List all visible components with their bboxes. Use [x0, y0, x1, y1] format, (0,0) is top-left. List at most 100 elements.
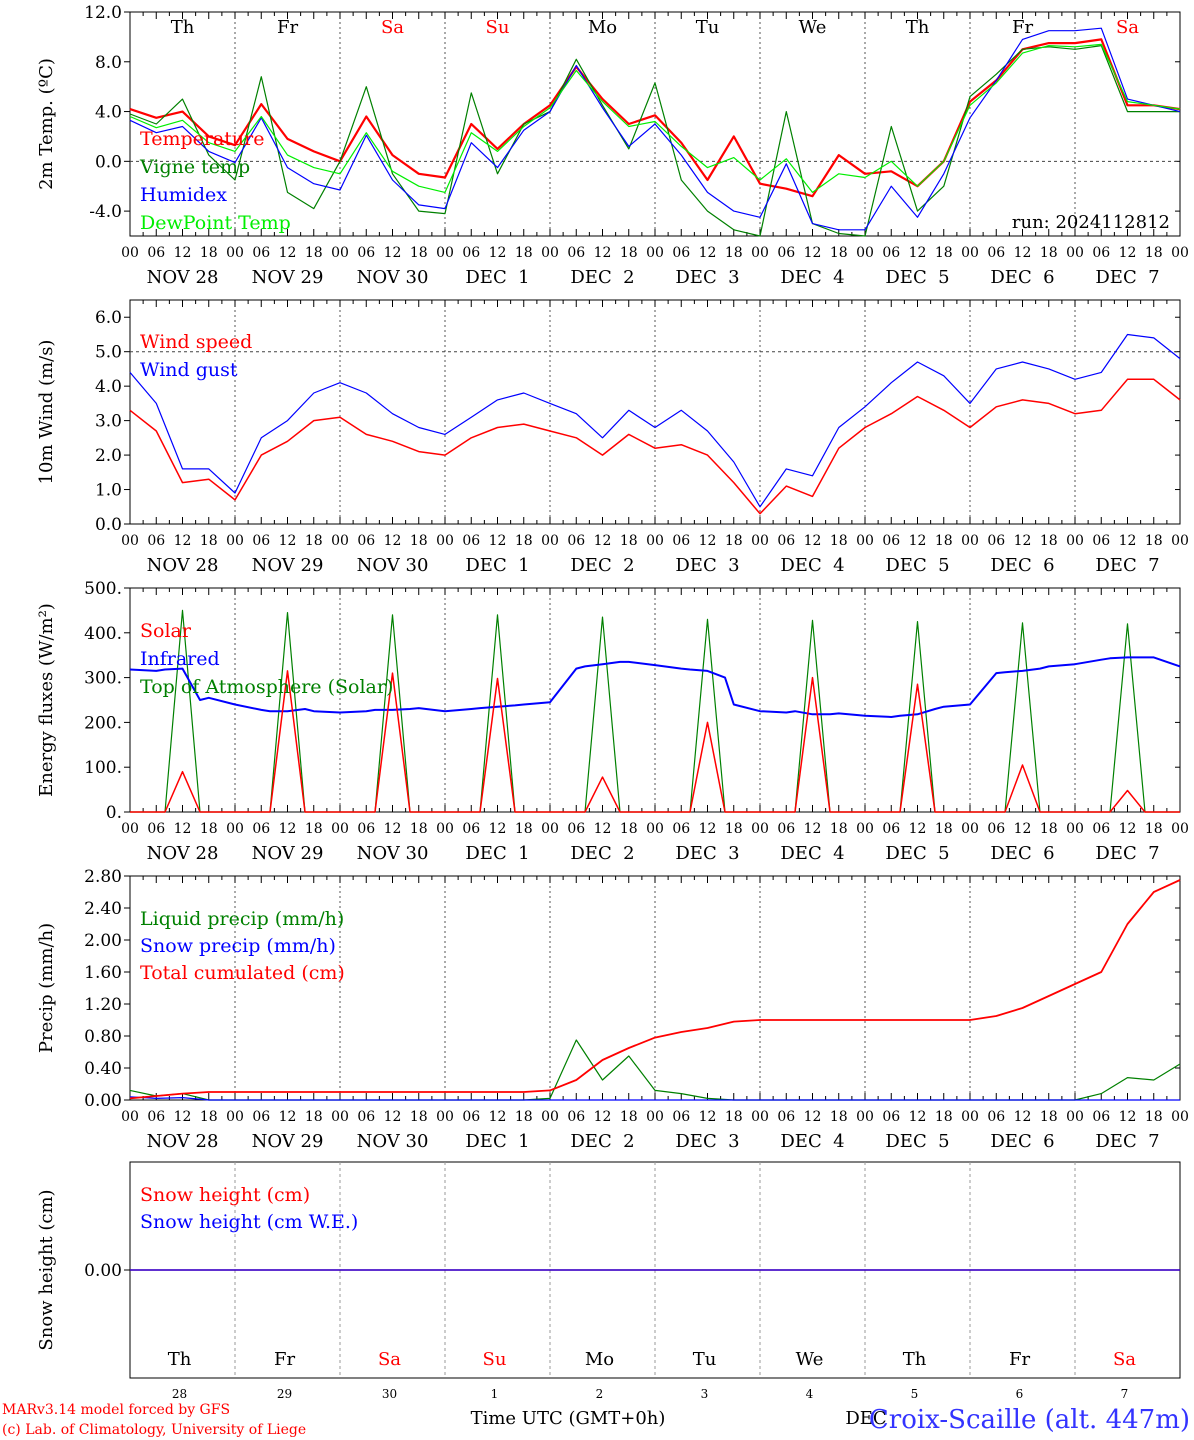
hour-tick-label: 00 — [436, 821, 454, 837]
hour-tick-label: 06 — [567, 533, 585, 549]
hour-tick-label: 06 — [1092, 245, 1110, 261]
hour-tick-label: 18 — [1145, 533, 1163, 549]
hour-tick-label: 12 — [384, 245, 402, 261]
y-tick-label: 4.0 — [95, 103, 122, 123]
y-tick-label: 2.0 — [95, 446, 122, 466]
hour-tick-label: 00 — [751, 1109, 769, 1125]
hour-tick-label: 12 — [1014, 533, 1032, 549]
legend-entry: Snow height (cm) — [140, 1184, 310, 1206]
date-label: DEC 7 — [1095, 267, 1159, 288]
date-label: DEC 7 — [1095, 843, 1159, 864]
series-infrared — [129, 656, 1181, 718]
hour-tick-label: 18 — [1145, 1109, 1163, 1125]
hour-tick-label: 00 — [121, 533, 139, 549]
date-label: DEC 6 — [990, 843, 1054, 864]
hour-tick-label: 06 — [147, 245, 165, 261]
hour-tick-label: 12 — [699, 1109, 717, 1125]
hour-tick-label: 18 — [515, 533, 533, 549]
hour-tick-label: 18 — [830, 1109, 848, 1125]
hour-tick-label: 12 — [489, 821, 507, 837]
weekday-label: Th — [903, 1349, 927, 1370]
snow-ylabel: Snow height (cm) — [36, 1189, 57, 1350]
series-solar — [130, 670, 1180, 813]
hour-tick-label: 00 — [961, 1109, 979, 1125]
date-label: DEC 5 — [885, 267, 949, 288]
legend-entry: Infrared — [140, 648, 220, 670]
wind-panel: 6.0 5.0 4.0 3.0 2.0 1.0 0.0 10m Wind (m/s) Wind … — [36, 299, 1189, 576]
hour-tick-label: 00 — [646, 1109, 664, 1125]
hour-tick-label: 12 — [279, 533, 297, 549]
hour-tick-label: 18 — [410, 245, 428, 261]
hour-tick-label: 00 — [436, 1109, 454, 1125]
hour-tick-label: 06 — [672, 1109, 690, 1125]
hour-tick-label: 12 — [489, 1109, 507, 1125]
hour-tick-label: 12 — [1119, 533, 1137, 549]
hour-tick-label: 00 — [751, 533, 769, 549]
hour-tick-label: 00 — [1066, 821, 1084, 837]
date-label: NOV 30 — [357, 843, 429, 864]
hour-tick-label: 06 — [777, 533, 795, 549]
energy-panel: 500. 400. 300. 200. 100. 0. Energy fluxes (W/m… — [36, 579, 1189, 864]
legend-entry: Snow height (cm W.E.) — [140, 1211, 358, 1233]
hour-tick-label: 06 — [1092, 533, 1110, 549]
hour-tick-label: 00 — [541, 533, 559, 549]
y-tick-label: 8.0 — [95, 53, 122, 73]
date-label: DEC 5 — [885, 555, 949, 576]
weekday-label: Su — [486, 17, 510, 38]
hour-tick-label: 00 — [121, 821, 139, 837]
hour-tick-label: 00 — [646, 245, 664, 261]
hour-tick-label: 00 — [331, 821, 349, 837]
hour-tick-label: 12 — [804, 1109, 822, 1125]
legend-entry: DewPoint Temp — [140, 212, 291, 234]
date-label: NOV 30 — [357, 267, 429, 288]
hour-tick-label: 18 — [1040, 533, 1058, 549]
hour-tick-label: 18 — [1145, 821, 1163, 837]
hour-tick-label: 00 — [226, 533, 244, 549]
weekday-label: Sa — [378, 1349, 401, 1370]
y-tick-label: 400. — [84, 624, 122, 644]
temp-ylabel: 2m Temp. (ºC) — [36, 58, 57, 190]
y-tick-label: 0.00 — [84, 1261, 122, 1281]
date-label: NOV 28 — [147, 1131, 219, 1152]
y-tick-label: 2.40 — [84, 899, 122, 919]
hour-tick-label: 18 — [305, 533, 323, 549]
hour-tick-label: 12 — [909, 533, 927, 549]
hour-tick-label: 00 — [646, 533, 664, 549]
weekday-label: Fr — [1012, 17, 1033, 38]
date-label: DEC 1 — [465, 555, 529, 576]
hour-tick-label: 18 — [200, 1109, 218, 1125]
hour-tick-label: 06 — [987, 821, 1005, 837]
weekday-label: Fr — [277, 17, 298, 38]
y-tick-label: -4.0 — [89, 202, 122, 222]
hour-tick-label: 12 — [909, 245, 927, 261]
hour-tick-label: 00 — [1171, 533, 1189, 549]
series-temperature — [129, 38, 1181, 198]
day-number-label: 28 — [172, 1387, 187, 1401]
series-snow-precip-mm-h — [129, 1096, 1180, 1101]
date-label: DEC 5 — [885, 843, 949, 864]
hour-tick-label: 18 — [830, 533, 848, 549]
hour-tick-label: 18 — [620, 821, 638, 837]
hour-tick-label: 06 — [462, 533, 480, 549]
hour-tick-label: 18 — [515, 821, 533, 837]
y-tick-label: 2.80 — [84, 867, 122, 887]
hour-tick-label: 06 — [462, 245, 480, 261]
day-number-label: 29 — [277, 1387, 292, 1401]
weekday-label: We — [799, 17, 827, 38]
day-number-label: 2 — [596, 1387, 604, 1401]
hour-tick-label: 00 — [1171, 1109, 1189, 1125]
y-tick-label: 5.0 — [95, 343, 122, 363]
weekday-label: Tu — [693, 1349, 717, 1370]
hour-tick-label: 06 — [567, 245, 585, 261]
hour-tick-label: 18 — [725, 1109, 743, 1125]
hour-tick-label: 06 — [882, 533, 900, 549]
hour-tick-label: 12 — [384, 533, 402, 549]
hour-tick-label: 06 — [777, 821, 795, 837]
weekday-label: Fr — [274, 1349, 295, 1370]
hour-tick-label: 06 — [147, 533, 165, 549]
hour-tick-label: 18 — [725, 533, 743, 549]
hour-tick-label: 18 — [830, 245, 848, 261]
hour-tick-label: 00 — [331, 245, 349, 261]
hour-tick-label: 18 — [200, 821, 218, 837]
model-credit: MARv3.14 model forced by GFS — [2, 1402, 230, 1418]
